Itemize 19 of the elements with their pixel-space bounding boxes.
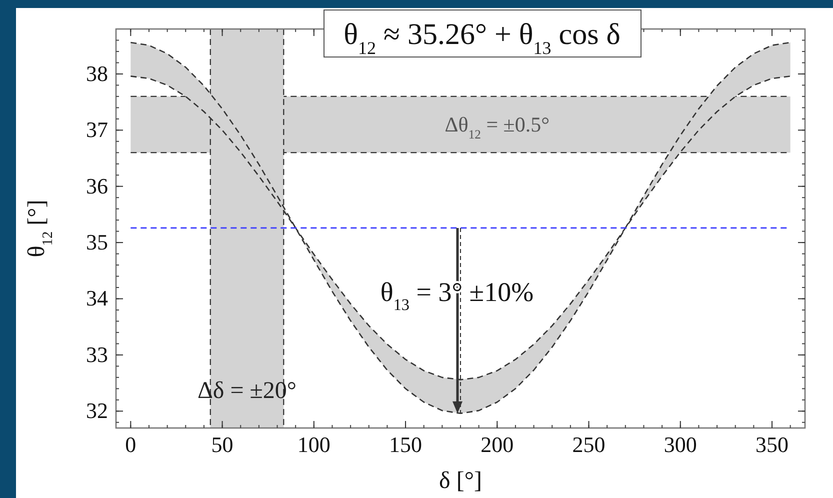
x-tick-label: 300 <box>664 432 697 457</box>
y-tick-label: 38 <box>86 60 108 86</box>
x-axis-title: δ [°] <box>439 468 482 494</box>
y-tick-label: 37 <box>86 117 108 142</box>
x-tick-label: 350 <box>756 432 789 457</box>
x-tick-label: 200 <box>480 432 514 457</box>
x-tick-label: 0 <box>125 432 136 457</box>
x-tick-label: 100 <box>297 432 330 457</box>
x-tick-label: 250 <box>572 432 606 457</box>
y-tick-label: 33 <box>86 342 108 367</box>
band-label: Δδ = ±20° <box>197 378 297 404</box>
y-tick-label: 34 <box>86 286 108 311</box>
x-tick-label: 150 <box>389 432 422 457</box>
chart-title: θ$_{12}$ ≈ 35.26° + θ$_{13}$ cos δ <box>344 18 620 58</box>
y-tick-label: 36 <box>86 173 108 198</box>
x-tick-label: 50 <box>211 432 234 457</box>
y-tick-label: 32 <box>86 398 108 424</box>
band-label: Δθ$_{12}$ = ±0.5° <box>444 112 550 142</box>
y-tick-label: 35 <box>86 230 108 255</box>
